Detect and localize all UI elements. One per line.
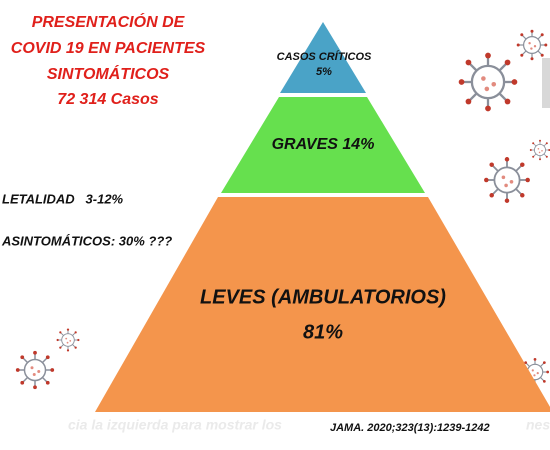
level-mild bbox=[95, 197, 550, 412]
title-line: COVID 19 EN PACIENTES bbox=[11, 40, 206, 57]
level-label: 81% bbox=[303, 321, 343, 343]
note: LETALIDAD 3-12% bbox=[2, 191, 124, 206]
title-line: SINTOMÁTICOS bbox=[47, 64, 170, 83]
overlay-text: nes bbox=[526, 417, 550, 433]
note: ASINTOMÁTICOS: 30% ??? bbox=[1, 233, 172, 248]
title-line: PRESENTACIÓN DE bbox=[32, 12, 186, 31]
pyramid bbox=[95, 22, 550, 412]
citation: JAMA. 2020;323(13):1239-1242 bbox=[330, 422, 490, 434]
level-severe bbox=[221, 97, 425, 193]
level-label: LEVES (AMBULATORIOS) bbox=[200, 286, 446, 308]
decorations bbox=[15, 29, 550, 390]
level-label: CASOS CRÍTICOS bbox=[277, 50, 372, 63]
level-label: 5% bbox=[316, 66, 332, 78]
level-critical bbox=[280, 22, 366, 93]
level-label: GRAVES 14% bbox=[272, 136, 375, 153]
title: PRESENTACIÓN DE COVID 19 EN PACIENTES SI… bbox=[11, 12, 206, 108]
overlay-text: cia la izquierda para mostrar los bbox=[68, 417, 282, 433]
title-line: 72 314 Casos bbox=[57, 91, 159, 108]
